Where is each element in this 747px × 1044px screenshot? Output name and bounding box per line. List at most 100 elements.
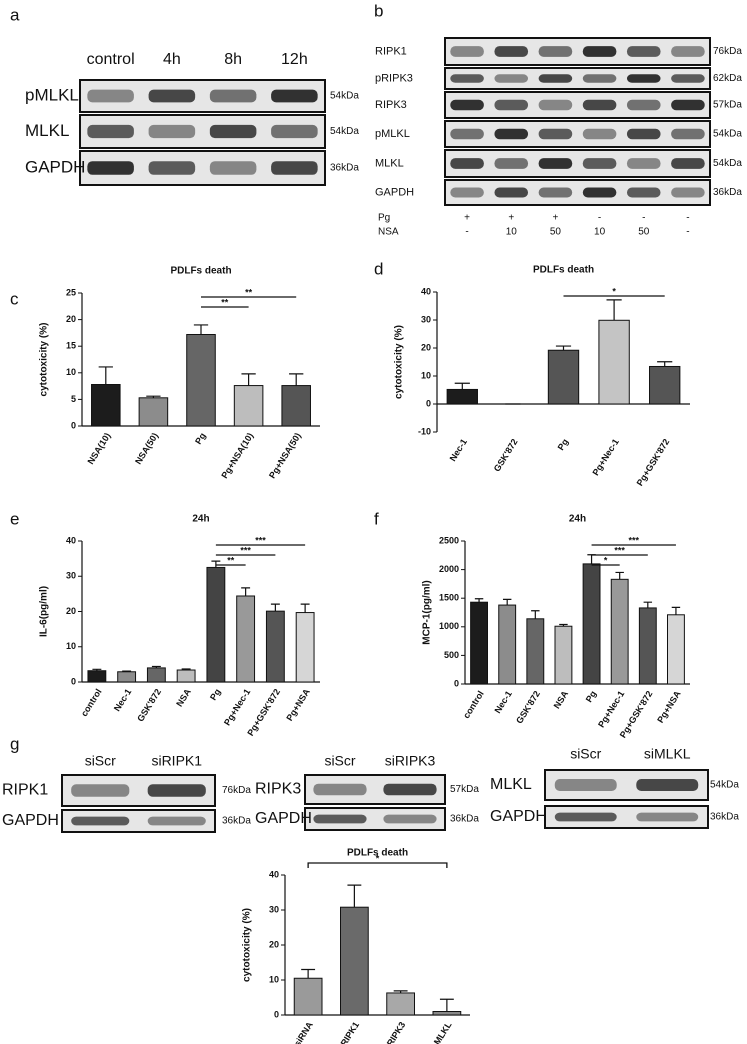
x-tick-label: Pg bbox=[193, 431, 208, 446]
x-tick-label: siRNA bbox=[292, 1020, 315, 1044]
band bbox=[538, 99, 573, 111]
significance-label: *** bbox=[614, 545, 625, 555]
band bbox=[671, 74, 705, 83]
blot-strip bbox=[444, 149, 711, 178]
blot-strip bbox=[544, 805, 709, 829]
chart-title: PDLFs death bbox=[170, 266, 231, 277]
y-axis-label: cytotoxicity (%) bbox=[39, 323, 50, 397]
lane-label: siScr bbox=[85, 753, 116, 769]
bar bbox=[526, 618, 545, 685]
y-tick-label: 0 bbox=[71, 676, 76, 686]
band bbox=[450, 128, 484, 140]
band bbox=[538, 158, 573, 169]
blot-strip bbox=[444, 37, 711, 66]
y-tick-label: 25 bbox=[66, 287, 76, 297]
protein-label: GAPDH bbox=[25, 157, 85, 176]
treatment-level: + bbox=[464, 213, 470, 224]
error-bar bbox=[289, 373, 304, 386]
error-bar bbox=[146, 395, 161, 398]
protein-label: GAPDH bbox=[2, 812, 59, 829]
protein-label: GAPDH bbox=[490, 808, 547, 825]
panel-label: c bbox=[10, 289, 19, 308]
error-bar bbox=[301, 968, 316, 979]
band bbox=[626, 128, 661, 140]
size-label: 36kDa bbox=[710, 812, 739, 823]
band bbox=[383, 814, 437, 824]
bar bbox=[206, 566, 226, 683]
bar bbox=[186, 333, 216, 427]
band bbox=[271, 161, 318, 175]
band bbox=[671, 187, 705, 198]
bar bbox=[432, 1011, 462, 1016]
bar bbox=[340, 906, 369, 1016]
treatment-level: + bbox=[508, 213, 514, 224]
band bbox=[671, 128, 705, 140]
chart-title: PDLFs death bbox=[347, 848, 408, 859]
significance-label: *** bbox=[240, 545, 251, 555]
y-axis-label: MCP-1(pg/ml) bbox=[422, 580, 433, 644]
treatment-level: - bbox=[642, 213, 645, 224]
error-bar bbox=[615, 571, 624, 580]
error-bar bbox=[657, 361, 673, 367]
protein-label: pMLKL bbox=[25, 85, 79, 104]
y-tick-label: 30 bbox=[269, 904, 279, 914]
error-bar bbox=[454, 382, 470, 390]
error-bar bbox=[211, 560, 221, 568]
bar bbox=[236, 595, 256, 683]
bar bbox=[649, 365, 681, 405]
size-label: 54kDa bbox=[713, 158, 742, 169]
bar bbox=[554, 625, 573, 685]
error-bar bbox=[531, 610, 540, 619]
band bbox=[450, 99, 484, 111]
bar bbox=[547, 349, 580, 405]
band bbox=[271, 89, 318, 103]
bar bbox=[293, 977, 323, 1016]
bar bbox=[265, 610, 285, 683]
y-tick-label: 5 bbox=[71, 394, 76, 404]
x-tick-label: GSK'872 bbox=[135, 687, 163, 723]
protein-label: RIPK1 bbox=[375, 45, 407, 57]
band bbox=[87, 89, 134, 103]
treatment-label: NSA bbox=[378, 227, 399, 238]
y-tick-label: 0 bbox=[454, 678, 459, 688]
error-bar bbox=[439, 998, 454, 1012]
lane-label: siMLKL bbox=[644, 746, 691, 762]
y-tick-label: 0 bbox=[426, 398, 431, 408]
bar bbox=[610, 578, 629, 685]
x-tick-label: Pg+NSA(50) bbox=[267, 431, 303, 480]
band bbox=[383, 783, 437, 796]
y-tick-label: 15 bbox=[66, 341, 76, 351]
chart-title: PDLFs death bbox=[533, 265, 594, 276]
band bbox=[582, 99, 617, 111]
size-label: 57kDa bbox=[713, 100, 742, 111]
band bbox=[582, 74, 617, 83]
significance-bracket bbox=[307, 862, 448, 868]
size-label: 76kDa bbox=[222, 785, 251, 796]
x-tick-label: Pg bbox=[584, 689, 599, 704]
band bbox=[582, 158, 617, 169]
protein-label: GAPDH bbox=[255, 810, 312, 827]
x-tick-label: Pg bbox=[208, 687, 223, 702]
panel-label: a bbox=[10, 5, 20, 24]
band bbox=[271, 124, 318, 139]
band bbox=[450, 158, 484, 169]
chart-title: 24h bbox=[192, 514, 209, 525]
lane-label: siRIPK3 bbox=[385, 753, 436, 769]
bar bbox=[117, 671, 137, 683]
band bbox=[148, 89, 196, 103]
size-label: 36kDa bbox=[713, 187, 742, 198]
protein-label: pRIPK3 bbox=[375, 72, 413, 84]
significance-label: ** bbox=[227, 555, 235, 565]
size-label: 36kDa bbox=[330, 163, 359, 174]
protein-label: RIPK3 bbox=[375, 99, 407, 111]
band bbox=[626, 46, 661, 57]
treatment-level: - bbox=[686, 227, 689, 238]
error-bar bbox=[300, 603, 310, 613]
error-bar bbox=[181, 668, 191, 671]
error-bar bbox=[241, 587, 251, 596]
size-label: 54kDa bbox=[330, 91, 359, 102]
x-tick-label: Pg+Nec-1 bbox=[222, 687, 252, 727]
band bbox=[636, 779, 699, 791]
y-tick-label: 40 bbox=[66, 535, 76, 545]
error-bar bbox=[671, 606, 681, 615]
